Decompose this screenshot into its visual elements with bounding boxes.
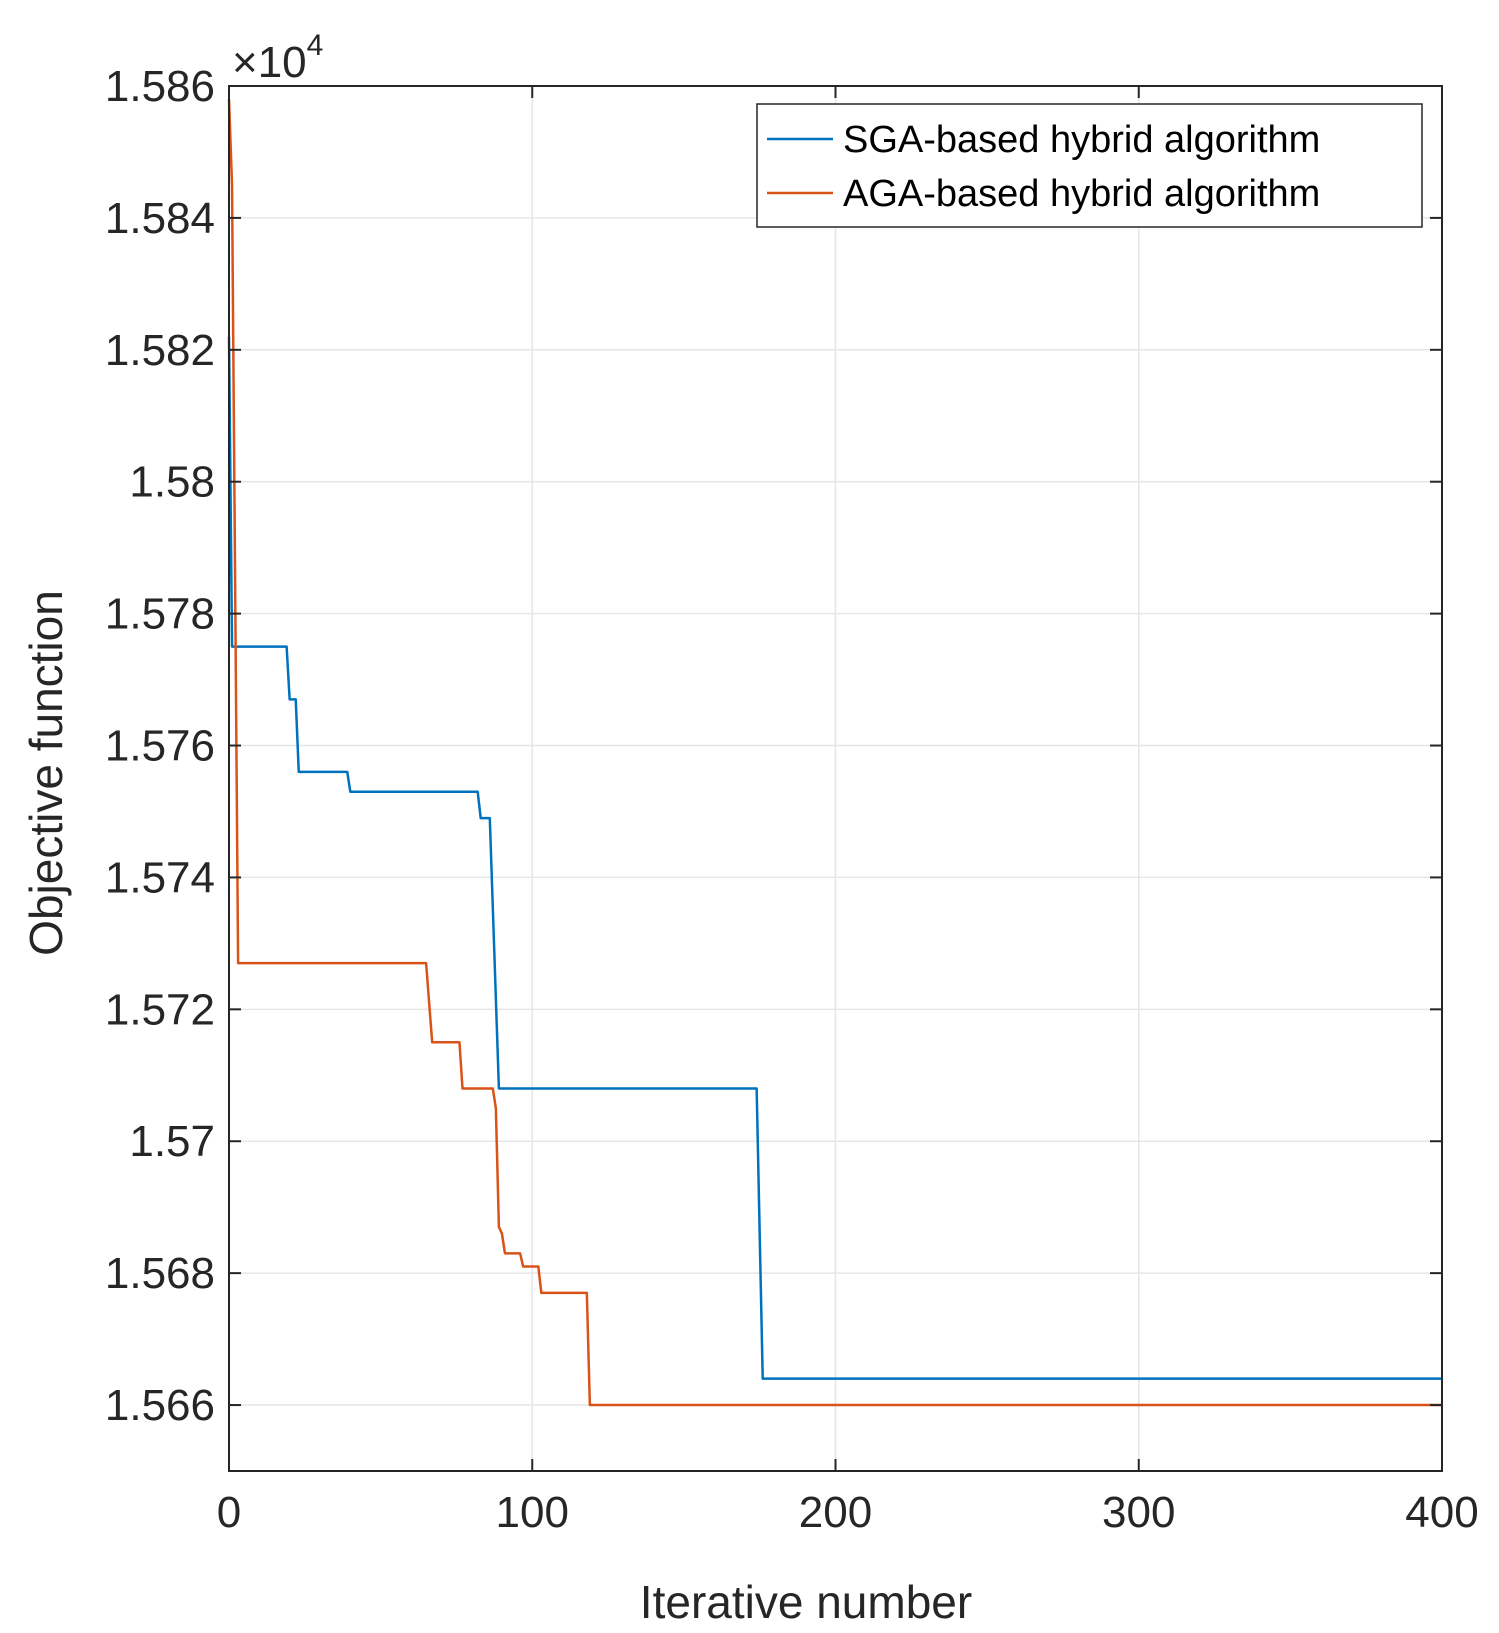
x-tick-label: 0 — [217, 1488, 241, 1537]
y-tick-label: 1.568 — [105, 1249, 215, 1298]
y-tick-label: 1.582 — [105, 326, 215, 375]
series-lines — [227, 99, 1442, 1407]
legend-label-aga: AGA-based hybrid algorithm — [843, 173, 1320, 215]
tick-labels: 0 100 200 300 400 1.566 1.568 1.57 1.572 1.574 1.5… — [105, 62, 1479, 1537]
y-tick-label: 1.58 — [129, 458, 215, 507]
legend-label-sga: SGA-based hybrid algorithm — [843, 119, 1320, 161]
y-tick-label: 1.584 — [105, 194, 215, 243]
y-tick-label: 1.572 — [105, 985, 215, 1034]
x-tick-label: 400 — [1405, 1488, 1478, 1537]
x-tick-label: 200 — [799, 1488, 872, 1537]
y-tick-label: 1.578 — [105, 590, 215, 639]
axes — [228, 85, 1443, 1472]
x-tick-label: 100 — [496, 1488, 569, 1537]
y-tick-label: 1.574 — [105, 853, 215, 902]
x-axis-label: Iterative number — [640, 1576, 972, 1628]
y-tick-label: 1.566 — [105, 1381, 215, 1430]
y-tick-label: 1.57 — [129, 1117, 215, 1166]
y-tick-label: 1.576 — [105, 722, 215, 771]
series-line-0 — [227, 336, 1442, 1380]
y-multiplier-label: ×104 — [232, 29, 323, 87]
y-axis-label: Objective function — [20, 590, 72, 956]
series-line-1 — [227, 99, 1442, 1407]
legend: SGA-based hybrid algorithm AGA-based hyb… — [756, 103, 1423, 228]
legend-box — [756, 103, 1423, 228]
x-tick-label: 300 — [1102, 1488, 1175, 1537]
y-tick-label: 1.586 — [105, 62, 215, 111]
